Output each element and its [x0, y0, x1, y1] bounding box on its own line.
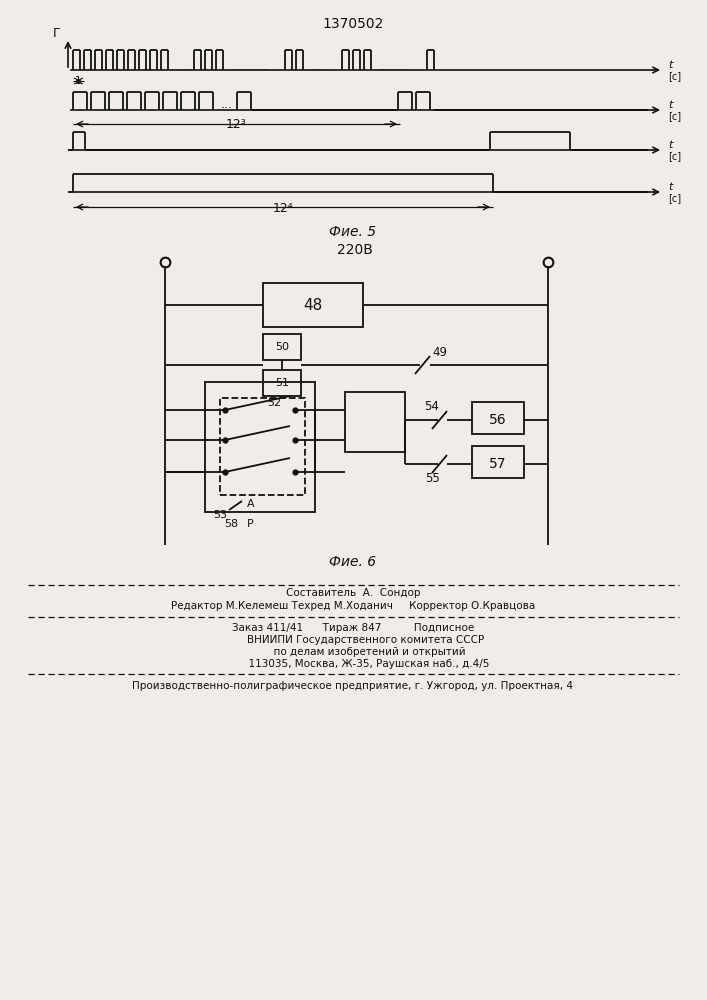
Text: t: t [668, 182, 672, 192]
Text: Редактор М.Келемеш Техред М.Ходанич     Корректор О.Кравцова: Редактор М.Келемеш Техред М.Ходанич Корр… [171, 601, 535, 611]
Text: 49: 49 [433, 347, 448, 360]
Text: Фие. 5: Фие. 5 [329, 225, 377, 239]
Text: 113035, Москва, Ж-35, Раушская наб., д.4/5: 113035, Москва, Ж-35, Раушская наб., д.4… [216, 659, 490, 669]
Text: Заказ 411/41      Тираж 847          Подписное: Заказ 411/41 Тираж 847 Подписное [232, 623, 474, 633]
Text: 58: 58 [224, 519, 238, 529]
Bar [263, 283, 363, 327]
Text: 1370502: 1370502 [322, 17, 384, 31]
Bar [220, 398, 305, 495]
Bar [472, 402, 524, 434]
Text: 52: 52 [267, 398, 281, 408]
Text: t: t [668, 140, 672, 150]
Bar [345, 392, 405, 452]
Text: 53: 53 [213, 510, 227, 520]
Text: Г: Г [52, 27, 60, 40]
Text: ........: ........ [378, 60, 410, 74]
Text: 12⁴: 12⁴ [273, 202, 293, 215]
Text: 1: 1 [75, 76, 82, 86]
Text: по делам изобретений и открытий: по делам изобретений и открытий [240, 647, 465, 657]
Text: 54: 54 [425, 399, 440, 412]
Text: ВНИИПИ Государственного комитета СССР: ВНИИПИ Государственного комитета СССР [221, 635, 484, 645]
Bar [205, 382, 315, 512]
Bar [472, 446, 524, 478]
Text: [с]: [с] [668, 111, 681, 121]
Text: А: А [247, 499, 255, 509]
Text: 55: 55 [425, 472, 439, 485]
Text: 57: 57 [489, 457, 507, 471]
Text: ...: ... [221, 99, 233, 111]
Text: 12³: 12³ [226, 118, 246, 131]
Text: 220В: 220В [337, 243, 373, 257]
Bar [263, 334, 301, 360]
Text: 48: 48 [303, 298, 322, 312]
Text: t: t [668, 100, 672, 110]
Text: Фие. 6: Фие. 6 [329, 555, 377, 569]
Text: 51: 51 [275, 378, 289, 388]
Text: Составитель  А.  Сондор: Составитель А. Сондор [286, 588, 420, 598]
Text: [с]: [с] [668, 71, 681, 81]
Text: 50: 50 [275, 342, 289, 352]
Text: Производственно-полиграфическое предприятие, г. Ужгород, ул. Проектная, 4: Производственно-полиграфическое предприя… [132, 681, 573, 691]
Text: 56: 56 [489, 413, 507, 427]
Text: t: t [668, 60, 672, 70]
Text: Р: Р [247, 519, 254, 529]
Text: ....: .... [310, 60, 326, 74]
Bar [263, 370, 301, 396]
Text: ...: ... [180, 60, 192, 74]
Text: [с]: [с] [668, 151, 681, 161]
Text: [с]: [с] [668, 193, 681, 203]
Text: .........: ......... [232, 60, 268, 74]
